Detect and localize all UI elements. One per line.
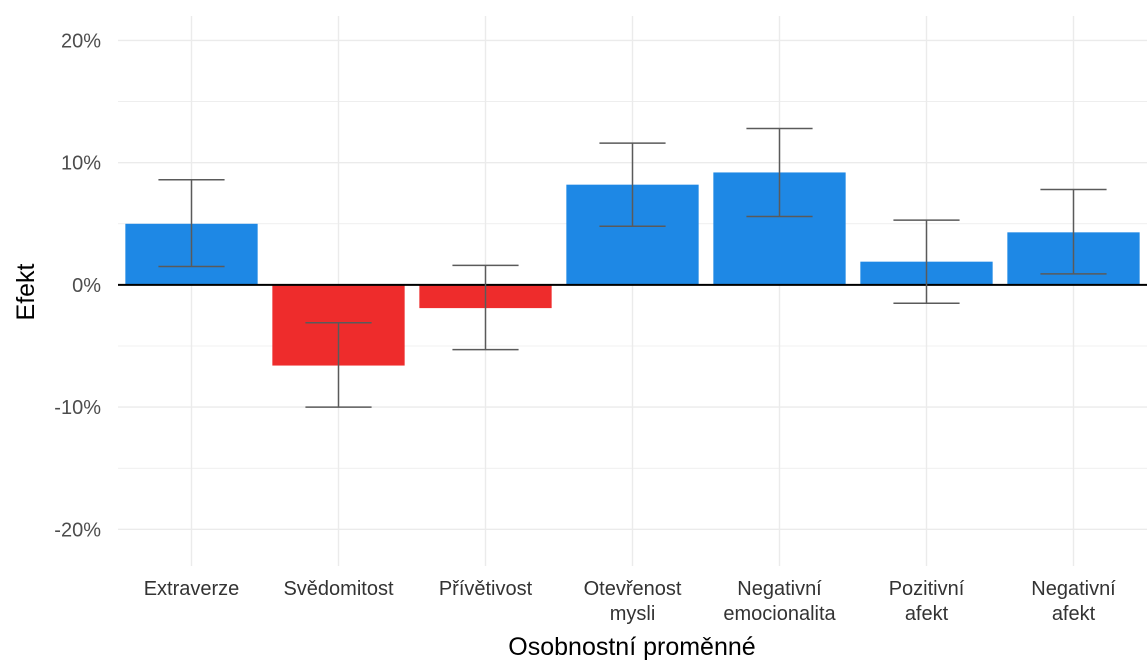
x-tick-labels: Extraverze Svědomitost Přívětivost Otevřeno… xyxy=(144,578,1116,625)
y-axis-title: Efekt xyxy=(12,263,40,320)
x-tick-label: Přívětivost xyxy=(439,578,533,600)
y-tick-label: 10% xyxy=(61,153,101,175)
error-bar xyxy=(746,127,813,218)
x-tick-label: Pozitivní afekt xyxy=(889,578,965,625)
y-tick-label: 20% xyxy=(61,30,101,52)
x-tick-label: Negativní afekt xyxy=(1031,578,1116,625)
error-bar xyxy=(452,264,519,351)
error-bar xyxy=(305,322,372,408)
error-bars xyxy=(158,127,1107,408)
x-tick-label: Otevřenost mysli xyxy=(584,578,682,625)
error-bar xyxy=(599,142,666,227)
y-tick-labels: -20% -10% 0% 10% 20% xyxy=(54,30,101,541)
y-tick-label: 0% xyxy=(72,275,101,297)
y-tick-label: -10% xyxy=(54,397,101,419)
y-tick-label: -20% xyxy=(54,519,101,541)
error-bar xyxy=(1040,188,1107,275)
x-tick-label: Extraverze xyxy=(144,578,240,600)
x-tick-label: Negativní emocionalita xyxy=(723,578,836,625)
x-tick-label: Svědomitost xyxy=(283,578,393,600)
error-bar xyxy=(893,219,960,304)
x-axis-title: Osobnostní proměnné xyxy=(508,633,755,661)
error-bar xyxy=(158,179,225,268)
